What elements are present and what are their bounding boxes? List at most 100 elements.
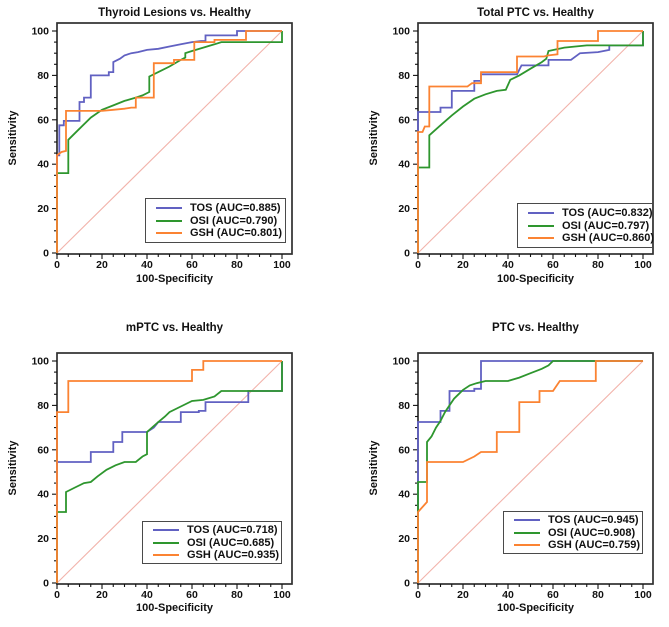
y-tick-label: 40 — [37, 159, 49, 171]
legend-label: TOS (AUC=0.945) — [548, 514, 639, 527]
legend-label: GSH (AUC=0.860) — [562, 232, 655, 245]
y-tick-label: 60 — [37, 114, 49, 126]
legend-line-sample — [528, 211, 554, 214]
y-tick-label: 60 — [398, 114, 410, 126]
roc-plot-2: 00 20 20 40 40 60 60 80 80 100 100 — [31, 352, 293, 601]
x-tick-label: 80 — [592, 259, 604, 271]
y-tick-label: 80 — [37, 70, 49, 82]
legend-line-sample — [156, 219, 182, 222]
y-tick-label: 80 — [37, 400, 49, 412]
roc-curve-tos — [417, 31, 644, 253]
y-tick-label: 0 — [43, 248, 49, 260]
x-tick-label: 40 — [141, 259, 153, 271]
legend-label: GSH (AUC=0.801) — [190, 227, 283, 240]
roc-plot-1: 00 20 20 40 40 60 60 80 80 100 100 — [392, 22, 654, 271]
legend-label: GSH (AUC=0.935) — [187, 548, 280, 561]
x-tick-label: 80 — [592, 589, 604, 601]
x-tick-label: 60 — [186, 259, 198, 271]
legend-row: GSH (AUC=0.801) — [146, 227, 285, 239]
plot-title-thyroid-lesions: Thyroid Lesions vs. Healthy — [98, 7, 251, 19]
x-axis-label: 100-Specificity — [496, 273, 575, 285]
x-tick-label: 0 — [415, 259, 421, 271]
roc-curve-osi — [417, 31, 644, 253]
y-tick-label: 40 — [398, 489, 410, 501]
diagonal-reference-line — [417, 360, 644, 584]
x-axis-label: 100-Specificity — [135, 602, 214, 614]
legend-line-sample — [153, 553, 179, 556]
y-axis-label: Sensitivity — [368, 110, 380, 166]
legend-row: TOS (AUC=0.885) — [146, 202, 285, 214]
roc-plot-0: 00 20 20 40 40 60 60 80 80 100 100 — [31, 22, 293, 271]
legend-row: OSI (AUC=0.685) — [143, 537, 281, 549]
x-tick-label: 60 — [186, 589, 198, 601]
x-tick-label: 100 — [273, 589, 291, 601]
roc-curve-gsh — [417, 360, 643, 583]
y-axis-label: Sensitivity — [368, 440, 380, 496]
roc-curve-osi — [417, 360, 643, 583]
legend-line-sample — [528, 237, 554, 240]
y-tick-label: 60 — [37, 444, 49, 456]
diagonal-reference-line — [56, 30, 283, 254]
x-tick-label: 100 — [273, 259, 291, 271]
x-axis-label: 100-Specificity — [135, 273, 214, 285]
legend-label: TOS (AUC=0.718) — [187, 524, 278, 537]
y-axis-label: Sensitivity — [7, 110, 19, 166]
x-tick-label: 20 — [96, 259, 108, 271]
y-tick-label: 40 — [398, 159, 410, 171]
legend-label: TOS (AUC=0.832) — [562, 206, 653, 219]
x-tick-label: 20 — [96, 589, 108, 601]
x-tick-label: 100 — [634, 589, 652, 601]
legend-row: TOS (AUC=0.832) — [518, 206, 653, 219]
y-tick-label: 0 — [404, 248, 410, 260]
roc-curve-tos — [417, 360, 643, 583]
legend-line-sample — [156, 232, 182, 235]
x-tick-label: 20 — [457, 589, 469, 601]
roc-curve-osi — [56, 31, 283, 253]
legend-row: TOS (AUC=0.718) — [143, 524, 281, 536]
plot-title-ptc: PTC vs. Healthy — [492, 322, 579, 334]
x-tick-label: 40 — [502, 259, 514, 271]
legend-row: GSH (AUC=0.860) — [518, 232, 655, 245]
plot-title-total-ptc: Total PTC vs. Healthy — [477, 7, 594, 19]
legend-row: OSI (AUC=0.790) — [146, 215, 285, 227]
x-tick-label: 60 — [547, 589, 559, 601]
legend-line-sample — [153, 541, 179, 544]
roc-curve-tos — [56, 30, 282, 253]
legend-line-sample — [156, 206, 182, 209]
y-axis-label: Sensitivity — [7, 440, 19, 496]
legend-mptc: TOS (AUC=0.718) OSI (AUC=0.685) GSH (AUC… — [142, 521, 282, 564]
x-tick-label: 80 — [231, 259, 243, 271]
diagonal-reference-line — [417, 30, 644, 254]
legend-line-sample — [514, 543, 540, 546]
y-tick-label: 100 — [31, 356, 49, 368]
x-tick-label: 40 — [141, 589, 153, 601]
roc-curve-gsh — [56, 360, 282, 583]
y-tick-label: 20 — [398, 533, 410, 545]
x-tick-label: 0 — [415, 589, 421, 601]
legend-label: OSI (AUC=0.685) — [187, 536, 275, 549]
x-tick-label: 0 — [54, 589, 60, 601]
y-tick-label: 100 — [392, 26, 410, 38]
diagonal-reference-line — [56, 360, 283, 584]
x-tick-label: 100 — [634, 259, 652, 271]
y-tick-label: 20 — [398, 203, 410, 215]
roc-curve-osi — [56, 361, 283, 583]
legend-line-sample — [514, 519, 540, 522]
legend-label: OSI (AUC=0.908) — [548, 526, 636, 539]
roc-curve-gsh — [56, 30, 282, 253]
legend-row: OSI (AUC=0.797) — [518, 220, 652, 232]
y-tick-label: 20 — [37, 533, 49, 545]
legend-row: GSH (AUC=0.759) — [504, 539, 642, 551]
y-tick-label: 60 — [398, 444, 410, 456]
roc-curve-gsh — [417, 30, 643, 253]
plot-title-mptc: mPTC vs. Healthy — [125, 322, 224, 334]
x-tick-label: 60 — [547, 259, 559, 271]
y-tick-label: 80 — [398, 70, 410, 82]
y-tick-label: 20 — [37, 203, 49, 215]
legend-label: OSI (AUC=0.790) — [190, 214, 278, 227]
legend-label: TOS (AUC=0.885) — [190, 201, 281, 214]
legend-label: OSI (AUC=0.797) — [562, 219, 650, 232]
legend-thyroid-lesions: TOS (AUC=0.885) OSI (AUC=0.790) GSH (AUC… — [145, 198, 286, 243]
roc-plot-3: 00 20 20 40 40 60 60 80 80 100 100 — [392, 352, 654, 601]
y-tick-label: 100 — [392, 356, 410, 368]
